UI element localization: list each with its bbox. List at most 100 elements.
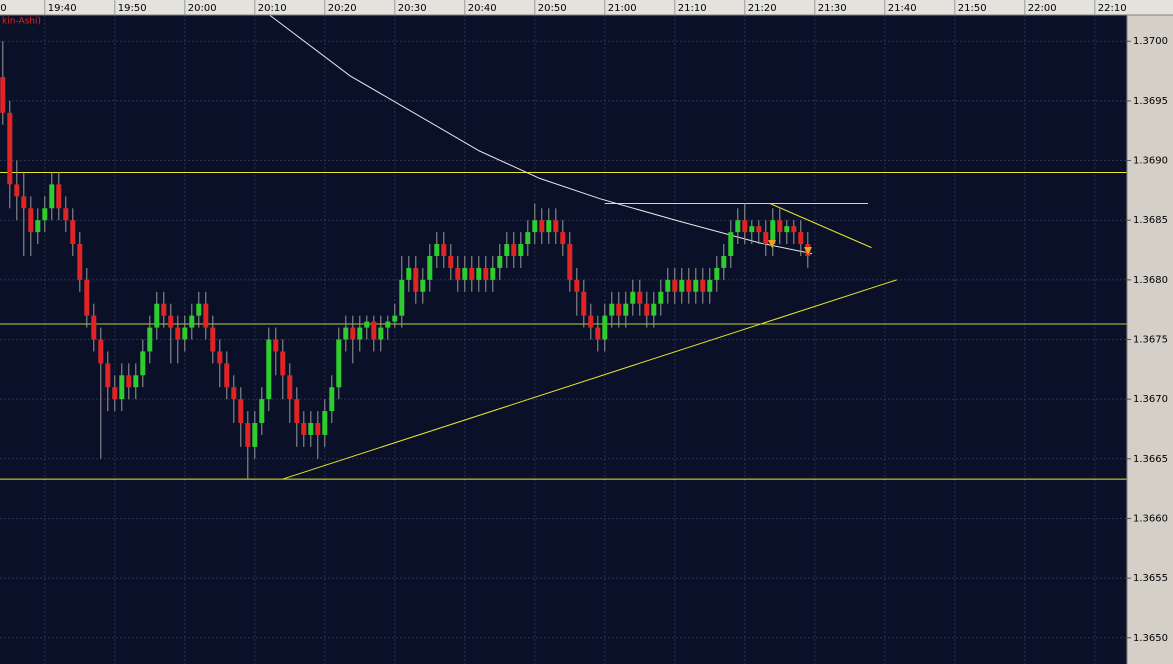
candle-body bbox=[679, 279, 685, 292]
x-tick-label: 22:00 bbox=[1028, 3, 1057, 14]
candle-body bbox=[357, 327, 363, 340]
candle-body bbox=[70, 220, 76, 245]
candle-body bbox=[462, 267, 468, 280]
candle-body bbox=[119, 375, 125, 400]
candle-body bbox=[63, 208, 69, 221]
candle-body bbox=[553, 220, 559, 233]
candle-body bbox=[469, 267, 475, 280]
candle-body bbox=[217, 351, 223, 364]
candle-body bbox=[441, 244, 447, 256]
candle-body bbox=[763, 232, 769, 245]
candle-body bbox=[728, 232, 734, 256]
y-tick-label: 1.3675 bbox=[1133, 335, 1168, 346]
candle-body bbox=[490, 267, 496, 280]
x-tick-label: 20:40 bbox=[468, 3, 497, 14]
x-tick-label: 21:00 bbox=[608, 3, 637, 14]
candle-body bbox=[392, 315, 398, 322]
candle-body bbox=[315, 423, 321, 435]
candle-body bbox=[42, 208, 48, 221]
candle-body bbox=[56, 184, 62, 209]
y-tick-label: 1.3700 bbox=[1133, 36, 1168, 47]
candle-body bbox=[777, 220, 783, 233]
candle-body bbox=[532, 220, 538, 233]
x-axis-bar bbox=[0, 0, 1173, 15]
candle-body bbox=[567, 244, 573, 280]
candle-body bbox=[476, 267, 482, 280]
candle-body bbox=[497, 255, 503, 268]
candle-body bbox=[742, 220, 748, 233]
candle-body bbox=[693, 279, 699, 292]
x-tick-label: 22:10 bbox=[1098, 3, 1127, 14]
candle-body bbox=[210, 327, 216, 352]
candle-body bbox=[91, 315, 97, 340]
y-tick-label: 1.3650 bbox=[1133, 633, 1168, 644]
candle-body bbox=[700, 279, 706, 292]
x-tick-label: 21:40 bbox=[888, 3, 917, 14]
y-tick-label: 1.3685 bbox=[1133, 215, 1168, 226]
candle-body bbox=[714, 267, 720, 280]
candle-body bbox=[28, 208, 34, 233]
x-tick-label: 20:50 bbox=[538, 3, 567, 14]
candle-body bbox=[7, 112, 13, 185]
candle-body bbox=[588, 315, 594, 328]
candle-body bbox=[182, 327, 188, 340]
candle-body bbox=[161, 303, 167, 316]
candle-body bbox=[252, 423, 258, 447]
candle-body bbox=[539, 220, 545, 233]
candle-body bbox=[637, 291, 643, 304]
candle-body bbox=[616, 303, 622, 316]
x-tick-label: 20:00 bbox=[188, 3, 217, 14]
candle-body bbox=[322, 411, 328, 435]
x-tick-label: 19:40 bbox=[48, 3, 77, 14]
candle-body bbox=[301, 423, 307, 435]
candle-body bbox=[350, 327, 356, 340]
candle-body bbox=[798, 232, 804, 245]
candle-body bbox=[420, 279, 426, 292]
candle-body bbox=[84, 279, 90, 316]
candle-body bbox=[308, 423, 314, 435]
candle-body bbox=[378, 327, 384, 340]
candle-body bbox=[203, 303, 209, 328]
candle-body bbox=[385, 321, 391, 328]
candle-body bbox=[364, 321, 370, 328]
candle-body bbox=[154, 303, 160, 328]
candle-body bbox=[546, 220, 552, 233]
candle-body bbox=[287, 375, 293, 400]
signal-arrow bbox=[804, 247, 812, 255]
y-tick-label: 1.3680 bbox=[1133, 275, 1168, 286]
candle-body bbox=[707, 279, 713, 292]
candle-body bbox=[245, 423, 251, 447]
candle-body bbox=[574, 279, 580, 292]
candle-body bbox=[525, 232, 531, 245]
trend-line bbox=[282, 279, 897, 480]
y-tick-label: 1.3665 bbox=[1133, 454, 1168, 465]
x-tick-label: 20:10 bbox=[258, 3, 287, 14]
candle-body bbox=[560, 232, 566, 245]
grid bbox=[0, 15, 1127, 664]
candle-body bbox=[49, 184, 55, 209]
candle-body bbox=[609, 303, 615, 316]
candle-body bbox=[749, 226, 755, 233]
candle-body bbox=[399, 279, 405, 316]
x-tick-label: 20:20 bbox=[328, 3, 357, 14]
candle-body bbox=[280, 351, 286, 376]
candle-body bbox=[434, 244, 440, 256]
candle-body bbox=[735, 220, 741, 233]
candle-body bbox=[133, 375, 139, 388]
trend-line bbox=[769, 203, 872, 249]
candle-body bbox=[140, 351, 146, 376]
marks bbox=[0, 14, 1127, 480]
candle-body bbox=[35, 220, 41, 233]
plot-area bbox=[0, 15, 1127, 664]
candle-body bbox=[784, 226, 790, 233]
candle-body bbox=[238, 399, 244, 424]
candle-body bbox=[259, 399, 265, 424]
y-tick-label: 1.3670 bbox=[1133, 394, 1168, 405]
candle-body bbox=[196, 303, 202, 316]
candle-body bbox=[595, 327, 601, 340]
candle-body bbox=[14, 184, 20, 197]
x-tick-label: 21:20 bbox=[748, 3, 777, 14]
candle-body bbox=[294, 399, 300, 424]
